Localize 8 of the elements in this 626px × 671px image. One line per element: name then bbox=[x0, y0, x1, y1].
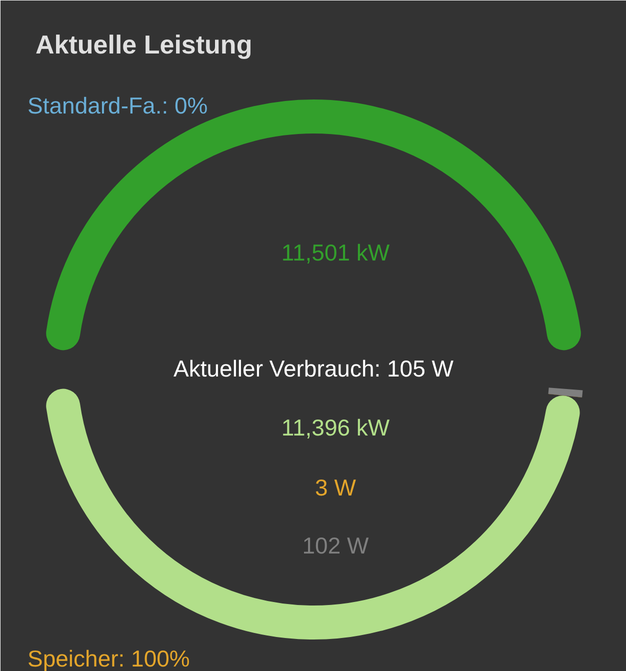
data-label: 11,396 kW bbox=[281, 414, 390, 440]
data-label: 3 W bbox=[315, 474, 356, 500]
text: Speicher: 100% bbox=[28, 646, 190, 671]
text: Standard-Fa.: 0% bbox=[28, 92, 208, 118]
data-label: 102 W bbox=[302, 532, 370, 558]
text: Aktueller Verbrauch: 105 W bbox=[174, 356, 454, 382]
data-label: 11,501 kW bbox=[281, 240, 390, 266]
text: Aktuelle Leistung bbox=[36, 30, 252, 60]
